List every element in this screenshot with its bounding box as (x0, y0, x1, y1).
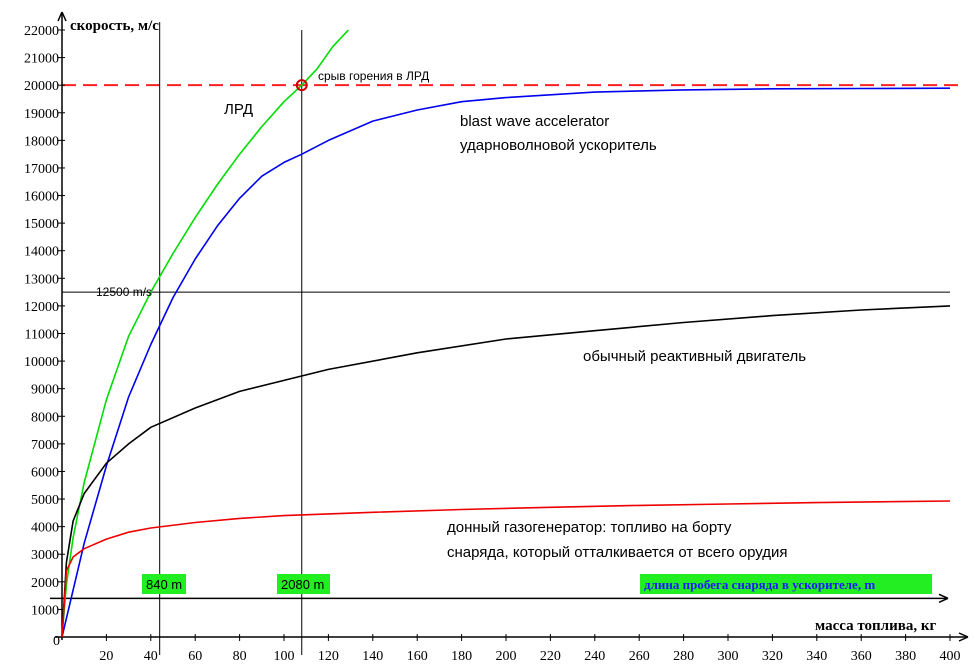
x-tick-label: 340 (806, 649, 827, 664)
y-tick-label: 6000 (31, 465, 59, 480)
x-tick-label: 100 (274, 649, 295, 664)
y-axis-arrow (57, 11, 67, 22)
y-tick-label: 21000 (24, 52, 59, 67)
box-run-label: длина пробега снаряда в ускорителе, m (644, 577, 875, 592)
box-2080-label: 2080 m (281, 577, 324, 592)
y-tick-label: 1000 (31, 603, 59, 618)
x-tick-label: 300 (718, 649, 739, 664)
y-tick-label: 5000 (31, 493, 59, 508)
x-axis-arrow (958, 632, 969, 642)
box-840-bg (142, 574, 186, 594)
x-tick-label: 120 (318, 649, 339, 664)
x-tick-label: 40 (144, 649, 158, 664)
y-tick-label: 18000 (24, 134, 59, 149)
x-tick-label: 160 (407, 649, 428, 664)
y-tick-label: 11000 (25, 328, 59, 343)
y-tick-label: 15000 (24, 217, 59, 232)
x-tick-label: 320 (762, 649, 783, 664)
x-tick-label: 260 (629, 649, 650, 664)
label-conventional: обычный реактивный двигатель (583, 348, 806, 365)
label-gasgen-2: снаряда, который отталкивается от всего … (447, 544, 788, 561)
x-tick-label: 280 (673, 649, 694, 664)
origin-label: 0 (53, 634, 60, 649)
y-tick-label: 3000 (31, 548, 59, 563)
label-gasgen-1: донный газогенератор: топливо на борту (447, 519, 732, 536)
x-axis-title: масса топлива, кг (815, 618, 936, 634)
y-tick-label: 16000 (24, 190, 59, 205)
x-tick-label: 140 (362, 649, 383, 664)
burnout-marker (295, 79, 308, 92)
label-blast-en: blast wave accelerator (460, 113, 609, 130)
y-tick-label: 9000 (31, 383, 59, 398)
series-line-3 (61, 500, 951, 638)
y-tick-label: 17000 (24, 162, 59, 177)
y-tick-label: 20000 (24, 79, 59, 94)
x-tick-label: 60 (188, 649, 202, 664)
x-tick-label: 220 (540, 649, 561, 664)
y-tick-label: 7000 (31, 438, 59, 453)
y-tick-label: 22000 (24, 24, 59, 39)
y-tick-label: 19000 (24, 107, 59, 122)
x-tick-label: 400 (940, 649, 961, 664)
box-2080-bg (277, 574, 330, 594)
label-12500: 12500 m/s (96, 285, 152, 299)
y-tick-label: 14000 (24, 245, 59, 260)
label-marker: срыв горения в ЛРД (318, 69, 429, 83)
y-tick-label: 13000 (24, 272, 59, 287)
series-line-1 (61, 87, 951, 638)
x-tick-label: 360 (851, 649, 872, 664)
y-tick-label: 8000 (31, 410, 59, 425)
x-tick-label: 240 (584, 649, 605, 664)
x-tick-label: 180 (451, 649, 472, 664)
label-blast-ru: ударноволновой ускоритель (460, 137, 657, 154)
x-tick-label: 380 (895, 649, 916, 664)
series-line-0 (61, 29, 349, 638)
run-arrow-head (938, 593, 949, 604)
y-tick-label: 12000 (24, 300, 59, 315)
y-tick-label: 10000 (24, 355, 59, 370)
box-run-bg (640, 574, 932, 594)
y-tick-label: 4000 (31, 521, 59, 536)
label-lrd: ЛРД (224, 101, 253, 118)
series-line-2 (61, 305, 951, 638)
y-axis-title: скорость, м/с (70, 18, 159, 34)
x-tick-label: 80 (233, 649, 247, 664)
x-tick-label: 20 (99, 649, 113, 664)
x-tick-label: 200 (496, 649, 517, 664)
box-840-label: 840 m (146, 577, 182, 592)
y-tick-label: 2000 (31, 576, 59, 591)
